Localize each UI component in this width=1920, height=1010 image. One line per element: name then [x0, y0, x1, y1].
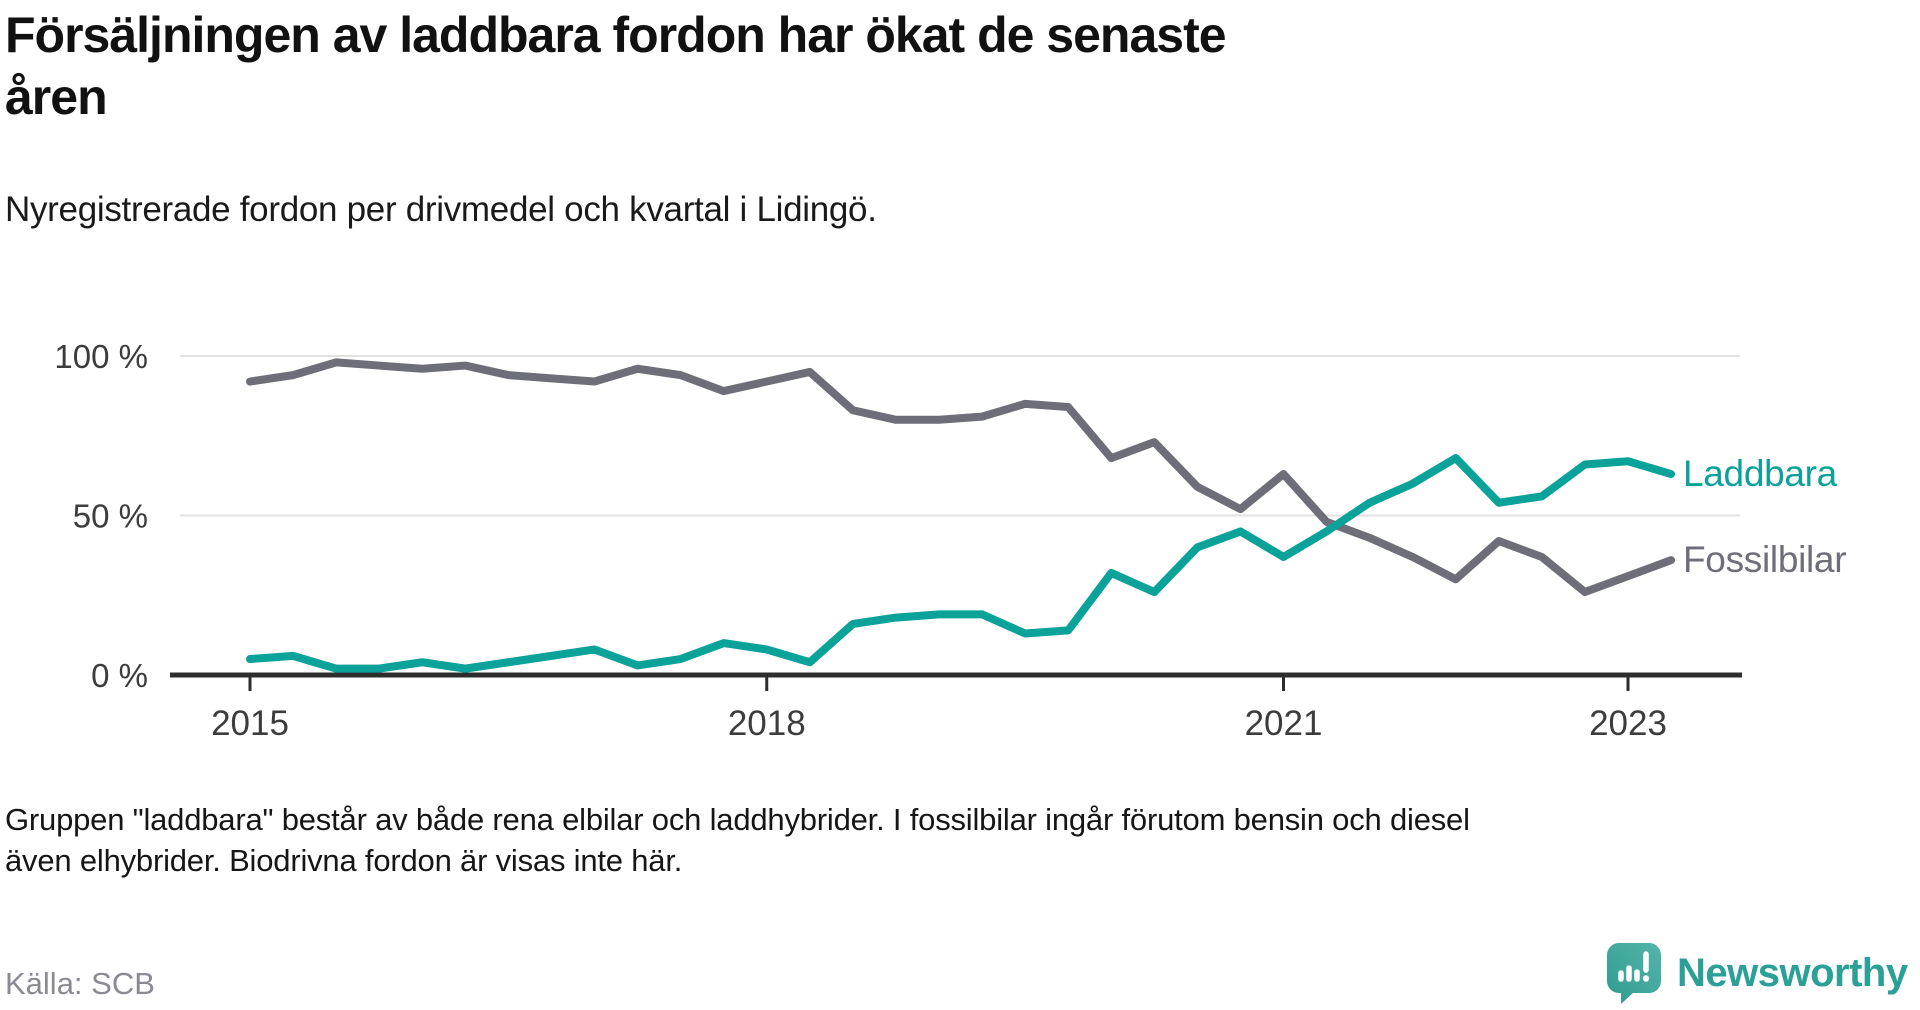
chart-subtitle: Nyregistrerade fordon per drivmedel och … [5, 190, 877, 229]
page-title-line2: åren [5, 69, 108, 125]
chart-footnote: Gruppen "laddbara" består av både rena e… [5, 802, 1470, 878]
series-line-fossilbilar [246, 358, 1676, 597]
page-title-line1: Försäljningen av laddbara fordon har öka… [5, 7, 1227, 63]
y-axis-label: 0 % [91, 657, 148, 694]
y-axis-label: 50 % [73, 498, 148, 535]
x-axis-label: 2018 [728, 704, 806, 743]
page-title: Försäljningen av laddbara fordon har öka… [5, 4, 1605, 128]
newsworthy-logo-text: Newsworthy [1677, 951, 1908, 995]
legend-label-fossilbilar: Fossilbilar [1683, 539, 1847, 580]
x-axis-label: 2021 [1245, 704, 1323, 743]
exclamation-dot [1642, 975, 1650, 982]
y-axis-label: 100 % [54, 338, 148, 375]
legend-label-laddbara: Laddbara [1683, 453, 1837, 494]
newsworthy-speech-bubble-chart-icon [1607, 943, 1661, 1004]
x-axis-label: 2015 [211, 704, 289, 743]
newsworthy-logo: Newsworthy [1606, 942, 1908, 1005]
x-axis-label: 2023 [1589, 704, 1667, 743]
series-line-laddbara [246, 454, 1676, 673]
line-chart: 0 % 50 % 100 % 2015 2018 2021 2023 [54, 338, 1742, 743]
source-label: Källa: SCB [5, 966, 155, 1001]
